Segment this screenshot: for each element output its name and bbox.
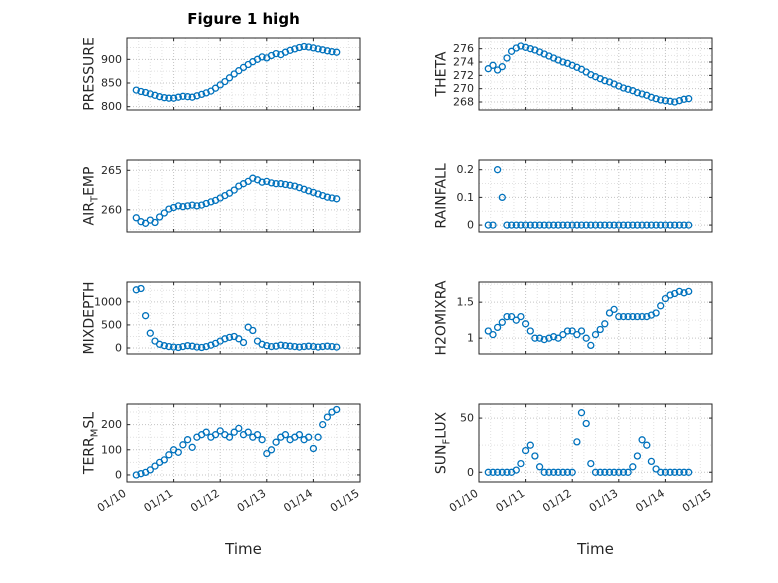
y-tick-labels: 800 850 900 <box>101 53 122 113</box>
svg-text:265: 265 <box>101 164 122 177</box>
svg-text:0: 0 <box>115 468 122 481</box>
axes-box <box>126 403 361 483</box>
svg-text:1.5: 1.5 <box>457 296 475 309</box>
svg-text:272: 272 <box>453 69 474 82</box>
svg-text:01/14: 01/14 <box>633 487 667 515</box>
plot-terrmsl: 0 100 200 01/10 01/11 01/12 01/13 01/14 01/15 <box>95 403 362 515</box>
svg-text:01/11: 01/11 <box>494 487 528 515</box>
x-tick-labels: 01/10 01/11 01/12 01/13 01/14 01/15 <box>447 487 714 515</box>
data-points <box>132 174 341 227</box>
figure-title: Figure 1 high <box>187 10 300 28</box>
x-axis-title-right: Time <box>577 540 614 558</box>
svg-text:01/15: 01/15 <box>680 487 714 515</box>
svg-text:100: 100 <box>101 443 122 456</box>
y-tick-labels: 11.5 <box>457 296 475 345</box>
svg-text:850: 850 <box>101 77 122 90</box>
y-tick-labels: 260 265 <box>101 164 122 217</box>
x-axis-title-left: Time <box>225 540 262 558</box>
data-points <box>484 42 693 106</box>
tick-marks <box>478 282 713 354</box>
svg-text:1: 1 <box>467 332 474 345</box>
svg-text:800: 800 <box>101 100 122 113</box>
svg-text:01/13: 01/13 <box>587 487 621 515</box>
plot-rainfall: 0 0.1 0.2 <box>457 159 713 233</box>
svg-text:500: 500 <box>101 318 122 331</box>
axes-box <box>126 281 361 355</box>
svg-text:0: 0 <box>467 466 474 479</box>
plot-h2omixra: 11.5 <box>457 281 713 355</box>
minor-grid <box>127 282 360 354</box>
svg-text:900: 900 <box>101 53 122 66</box>
svg-text:50: 50 <box>460 412 474 425</box>
svg-text:1000: 1000 <box>94 295 122 308</box>
axes-box <box>478 159 713 233</box>
data-points <box>484 409 693 476</box>
data-points <box>132 405 341 479</box>
svg-text:0.1: 0.1 <box>457 191 475 204</box>
minor-grid <box>479 282 712 354</box>
x-tick-labels: 01/10 01/11 01/12 01/13 01/14 01/15 <box>95 487 362 515</box>
svg-text:01/14: 01/14 <box>281 487 315 515</box>
tick-marks <box>478 160 713 232</box>
svg-text:01/15: 01/15 <box>328 487 362 515</box>
plot-pressure: 800 850 900 <box>101 37 361 113</box>
svg-text:0: 0 <box>115 342 122 355</box>
svg-text:0: 0 <box>467 219 474 232</box>
minor-grid <box>479 160 712 232</box>
y-tick-labels: 0 0.1 0.2 <box>457 163 475 231</box>
axes-box <box>126 159 361 233</box>
plot-airtemp: 260 265 <box>101 159 361 233</box>
svg-text:01/12: 01/12 <box>540 487 574 515</box>
svg-text:270: 270 <box>453 82 474 95</box>
y-tick-labels: 0 500 1000 <box>94 295 122 354</box>
svg-text:274: 274 <box>453 56 474 69</box>
tick-marks <box>126 38 361 110</box>
tick-marks <box>478 404 713 482</box>
svg-text:268: 268 <box>453 96 474 109</box>
svg-text:01/10: 01/10 <box>447 487 481 515</box>
svg-text:01/13: 01/13 <box>235 487 269 515</box>
tick-marks <box>478 38 713 110</box>
axes-box <box>126 37 361 111</box>
minor-grid <box>479 404 712 482</box>
tick-marks <box>126 282 361 354</box>
plot-mixdepth: 0 500 1000 <box>94 281 361 355</box>
svg-text:200: 200 <box>101 418 122 431</box>
data-points <box>132 42 341 102</box>
axes-box <box>478 37 713 111</box>
tick-marks <box>126 160 361 232</box>
svg-text:260: 260 <box>101 203 122 216</box>
data-points <box>132 284 341 352</box>
svg-text:276: 276 <box>453 42 474 55</box>
y-tick-labels: 0 100 200 <box>101 418 122 481</box>
data-points <box>484 287 693 350</box>
svg-text:0.2: 0.2 <box>457 163 475 176</box>
axes-box <box>478 281 713 355</box>
y-tick-labels: 0 50 <box>460 412 474 479</box>
tick-marks <box>126 404 361 482</box>
svg-text:01/12: 01/12 <box>188 487 222 515</box>
data-points <box>484 166 693 229</box>
svg-text:01/11: 01/11 <box>142 487 176 515</box>
plot-sunflux: 0 50 01/10 01/11 01/12 01/13 01/14 01/15 <box>447 403 714 515</box>
svg-text:01/10: 01/10 <box>95 487 129 515</box>
axes-box <box>478 403 713 483</box>
